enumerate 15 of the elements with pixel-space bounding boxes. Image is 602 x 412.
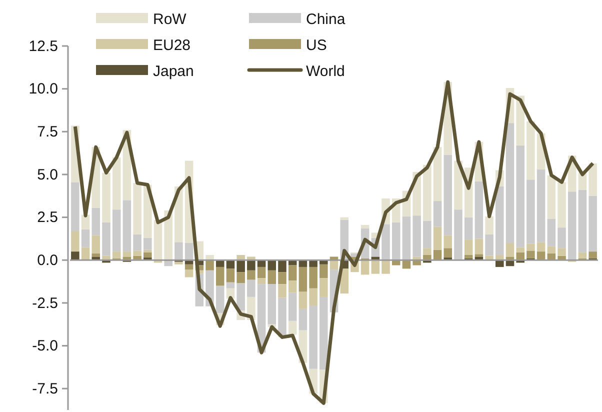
- legend-label: RoW: [153, 11, 188, 28]
- y-tick-label: -7.5: [32, 380, 58, 398]
- y-tick-label: 5.0: [37, 166, 58, 184]
- y-tick-label: 0.0: [37, 252, 58, 269]
- y-tick-label: 10.0: [28, 80, 58, 98]
- y-tick-label: 2.5: [37, 209, 58, 226]
- legend-label: China: [306, 11, 346, 28]
- y-tick-label: -5.0: [32, 338, 58, 355]
- y-tick-label: 12.5: [28, 38, 58, 55]
- legend-label: EU28: [153, 37, 191, 54]
- y-tick-label: -2.5: [32, 294, 58, 312]
- legend-label: Japan: [153, 63, 194, 80]
- legend-label: World: [306, 63, 345, 80]
- y-tick-label: 7.5: [37, 123, 58, 140]
- legend-label: US: [306, 37, 327, 54]
